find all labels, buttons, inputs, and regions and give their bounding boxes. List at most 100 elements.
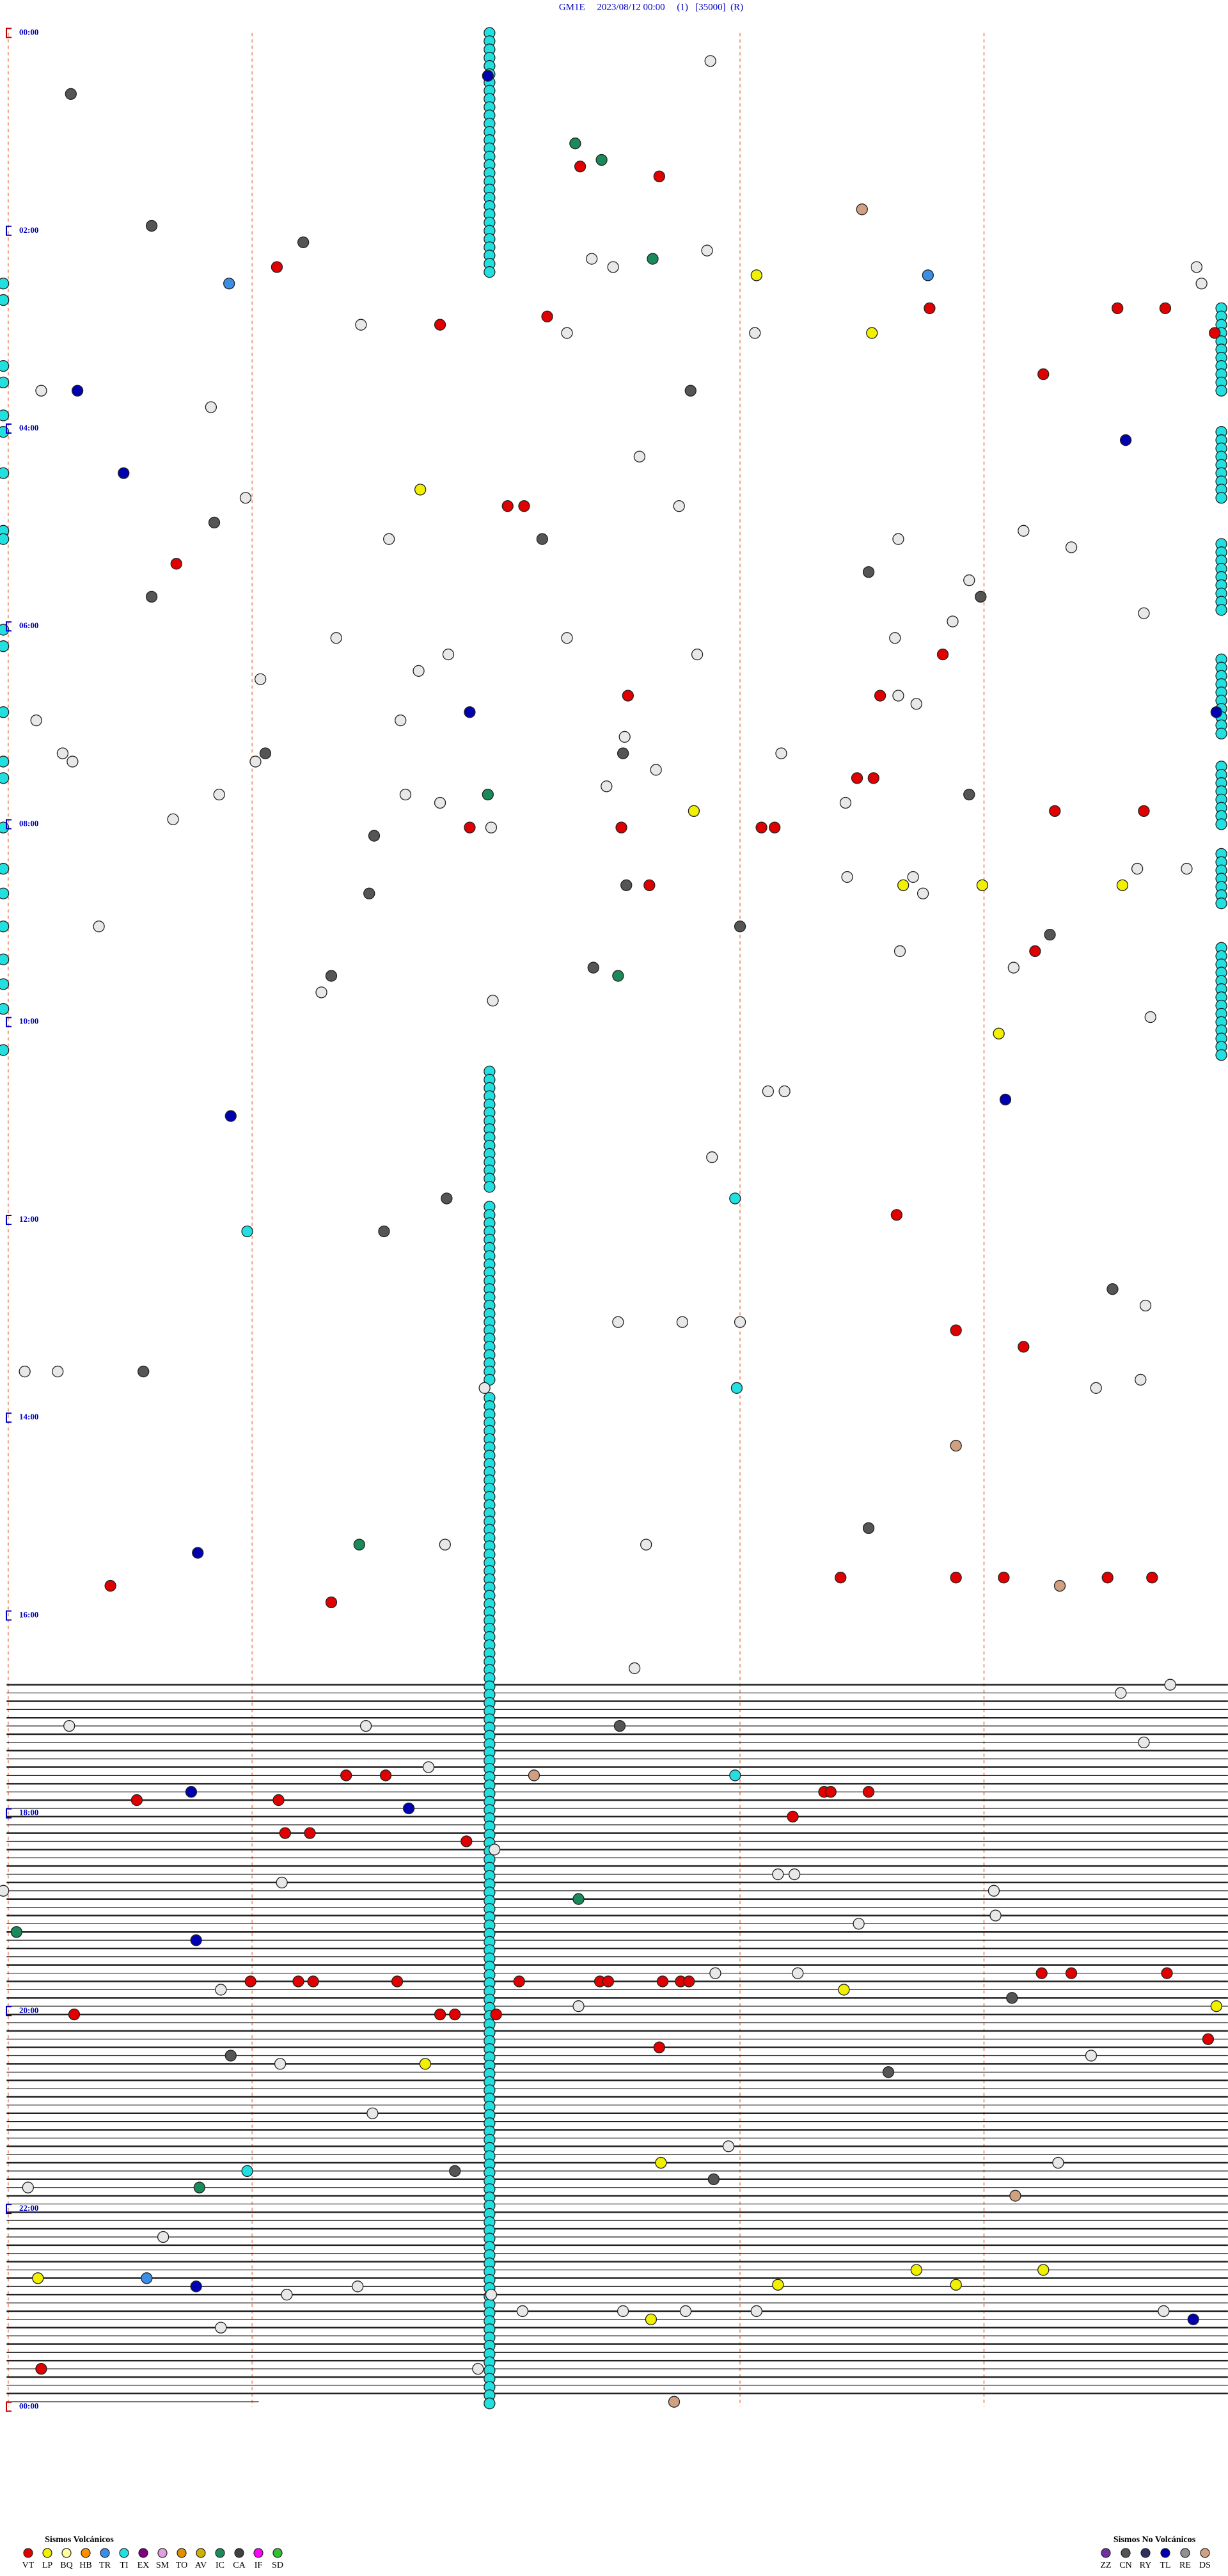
- event-marker: [67, 755, 79, 768]
- event-marker: [922, 269, 934, 281]
- event-marker: [1090, 1382, 1102, 1394]
- event-marker: [874, 690, 886, 702]
- hour-label: 06:00: [19, 620, 38, 630]
- event-marker: [1101, 1572, 1114, 1584]
- event-marker: [866, 327, 878, 339]
- event-marker: [622, 690, 634, 702]
- event-marker: [839, 796, 852, 809]
- event-marker: [1116, 879, 1129, 891]
- event-marker: [691, 648, 704, 661]
- event-marker: [340, 1769, 352, 1782]
- event-marker: [730, 1382, 743, 1394]
- event-marker: [1215, 1049, 1227, 1061]
- event-marker: [292, 1975, 304, 1987]
- event-marker: [653, 170, 665, 182]
- event-marker: [215, 2321, 227, 2334]
- event-marker: [1037, 2264, 1050, 2276]
- event-marker: [395, 714, 407, 727]
- event-marker: [383, 533, 395, 545]
- hour-label: 22:00: [19, 2203, 38, 2213]
- legend-swatch: [81, 2548, 91, 2558]
- hour-label: 10:00: [19, 1016, 38, 1026]
- event-marker: [241, 1225, 253, 1238]
- event-marker: [1119, 434, 1132, 446]
- event-marker: [52, 1365, 64, 1378]
- event-marker: [1215, 818, 1227, 830]
- event-marker: [484, 1181, 496, 1193]
- hour-label: 14:00: [19, 1412, 38, 1421]
- legend-swatch: [1160, 2548, 1170, 2558]
- event-marker: [464, 706, 476, 718]
- event-marker: [482, 788, 494, 801]
- hour-bracket: [6, 2005, 12, 2016]
- event-marker: [355, 319, 367, 331]
- event-marker: [0, 755, 10, 768]
- legend-swatch: [234, 2548, 244, 2558]
- event-marker: [244, 1975, 256, 1987]
- hour-label: 00:00: [19, 28, 38, 37]
- event-marker: [1146, 1572, 1158, 1584]
- event-marker: [32, 2272, 44, 2284]
- event-marker: [65, 88, 77, 100]
- event-marker: [352, 2280, 364, 2293]
- event-marker: [1138, 607, 1150, 619]
- event-marker: [775, 747, 787, 759]
- event-marker: [706, 1151, 718, 1164]
- legend-swatch: [42, 2548, 52, 2558]
- event-marker: [93, 921, 105, 933]
- event-marker: [130, 1794, 143, 1806]
- event-marker: [1187, 2313, 1199, 2325]
- legend-label: RE: [1179, 2561, 1191, 2570]
- event-marker: [0, 978, 10, 990]
- event-marker: [587, 961, 599, 974]
- hour-bracket: [6, 1412, 12, 1423]
- event-marker: [1158, 2305, 1170, 2318]
- legend-swatch: [272, 2548, 283, 2558]
- event-marker: [304, 1827, 316, 1839]
- event-marker: [1195, 278, 1208, 290]
- event-marker: [325, 970, 338, 982]
- event-marker: [1106, 1283, 1119, 1295]
- event-marker: [788, 1868, 801, 1881]
- event-marker: [684, 384, 697, 397]
- event-marker: [572, 1893, 585, 1905]
- legend-swatch: [138, 2548, 148, 2558]
- event-marker: [35, 2362, 47, 2375]
- event-marker: [988, 1885, 1000, 1897]
- event-marker: [613, 1719, 626, 1732]
- event-marker: [145, 219, 158, 232]
- legend-swatch: [253, 2548, 264, 2558]
- event-marker: [750, 2305, 762, 2318]
- event-marker: [224, 1110, 237, 1122]
- event-marker: [0, 862, 10, 875]
- event-marker: [1115, 1687, 1127, 1699]
- event-marker: [709, 1967, 721, 1979]
- event-marker: [541, 310, 553, 322]
- event-marker: [792, 1967, 804, 1979]
- hour-label: 04:00: [19, 423, 38, 432]
- event-marker: [612, 1316, 624, 1328]
- event-marker: [414, 484, 427, 496]
- event-marker: [729, 1769, 741, 1782]
- event-marker: [272, 1794, 285, 1806]
- event-marker: [0, 426, 10, 438]
- event-marker: [585, 253, 598, 265]
- event-marker: [950, 1439, 962, 1452]
- event-marker: [867, 772, 879, 784]
- event-marker: [989, 1909, 1002, 1922]
- event-marker: [516, 2305, 529, 2318]
- event-marker: [734, 1316, 746, 1328]
- event-marker: [482, 70, 494, 82]
- event-marker: [656, 1975, 669, 1987]
- event-marker: [0, 772, 10, 784]
- event-marker: [223, 278, 235, 290]
- event-marker: [889, 632, 901, 644]
- event-marker: [10, 1926, 22, 1938]
- event-marker: [653, 2041, 665, 2053]
- event-marker: [379, 1769, 392, 1782]
- event-marker: [419, 2058, 432, 2070]
- event-marker: [917, 887, 929, 899]
- event-marker: [1009, 2190, 1021, 2202]
- event-marker: [1029, 945, 1041, 958]
- event-marker: [472, 2362, 484, 2375]
